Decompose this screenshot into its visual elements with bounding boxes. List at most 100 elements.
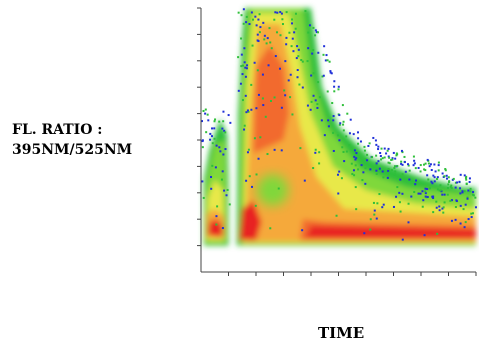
speckle-point [257,18,260,21]
y-axis-label: FL. RATIO : 395NM/525NM [12,120,132,160]
speckle-point [436,188,439,191]
speckle-point [293,31,296,34]
speckle-point [385,152,388,155]
speckle-point [269,41,272,44]
speckle-point [357,142,360,145]
speckle-point [259,136,262,139]
speckle-point [202,196,205,199]
speckle-point [403,161,406,164]
speckle-point [380,158,383,161]
speckle-point [424,162,427,165]
speckle-point [245,15,248,18]
speckle-point [338,170,341,173]
speckle-point [309,108,312,111]
speckle-point [468,177,471,180]
speckle-point [427,162,430,165]
speckle-point [304,10,307,13]
speckle-point [224,131,227,134]
speckle-point [268,27,271,30]
speckle-point [350,162,353,165]
speckle-point [437,169,440,172]
speckle-point [221,170,224,173]
speckle-point [202,109,205,112]
speckle-point [229,121,232,124]
speckle-point [359,140,362,143]
speckle-point [461,191,464,194]
speckle-point [253,137,256,140]
speckle-point [252,18,255,21]
main-peak-inner-region [256,174,289,207]
speckle-point [300,59,303,62]
speckle-point [447,183,450,186]
speckle-point [254,204,257,207]
speckle-point [446,177,449,180]
speckle-point [399,178,402,181]
speckle-point [263,34,266,37]
speckle-point [245,111,248,114]
speckle-point [201,180,204,183]
speckle-point [237,11,240,14]
speckle-point [432,195,435,198]
speckle-point [426,188,429,191]
speckle-point [310,74,313,77]
speckle-point [303,179,306,182]
speckle-point [312,26,315,29]
speckle-point [333,80,336,83]
speckle-point [377,160,380,163]
speckle-point [390,169,393,172]
speckle-point [413,162,416,165]
speckle-point [291,18,294,21]
speckle-point [361,179,364,182]
speckle-point [201,146,204,149]
speckle-point [207,119,210,122]
speckle-point [288,31,291,34]
speckle-point [297,48,300,51]
speckle-point [209,132,212,135]
speckle-point [360,164,363,167]
speckle-point [369,218,372,221]
speckle-point [424,190,427,193]
speckle-point [465,178,468,181]
speckle-point [247,148,250,151]
speckle-point [448,181,451,184]
speckle-point [380,147,383,150]
speckle-point [278,67,281,70]
speckle-point [375,164,378,167]
first-peak-core [207,219,223,238]
speckle-point [284,60,287,63]
speckle-point [214,118,217,121]
speckle-point [461,190,464,193]
speckle-point [246,64,249,67]
speckle-point [321,75,324,78]
speckle-point [211,164,214,167]
speckle-point [393,166,396,169]
speckle-point [398,201,401,204]
speckle-point [280,149,283,152]
speckle-point [287,79,290,82]
speckle-point [296,45,299,48]
speckle-point [441,207,444,210]
speckle-point [220,178,223,181]
speckle-point [469,187,472,190]
speckle-point [465,175,468,178]
speckle-point [446,193,449,196]
x-ticks [228,272,477,276]
speckle-point [424,187,427,190]
speckle-point [439,189,442,192]
speckle-point [383,147,386,150]
speckle-point [204,108,207,111]
speckle-point [373,209,376,212]
speckle-point [239,82,242,85]
speckle-point [342,129,345,132]
speckle-point [432,174,435,177]
speckle-point [454,181,457,184]
speckle-point [222,110,225,113]
speckle-point [205,131,208,134]
speckle-point [312,94,315,97]
speckle-point [465,183,468,186]
speckle-point [444,169,447,172]
speckle-point [270,99,273,102]
speckle-point [472,191,475,194]
main-peak-base-core [239,200,262,241]
speckle-point [222,120,225,123]
